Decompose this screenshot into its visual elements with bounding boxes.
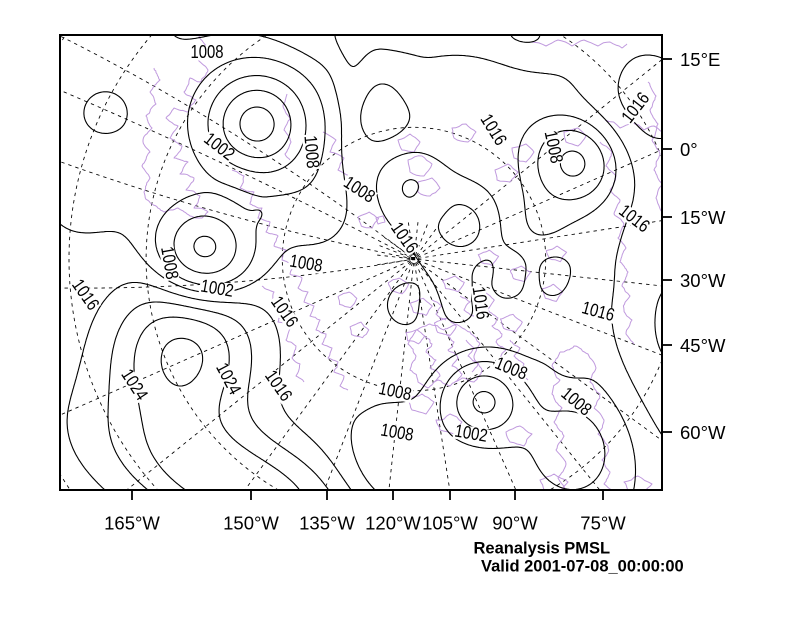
svg-text:105°W: 105°W [422, 513, 478, 534]
svg-text:0°: 0° [680, 139, 698, 160]
svg-text:Reanalysis PMSL: Reanalysis PMSL [474, 540, 611, 558]
svg-text:1008: 1008 [191, 42, 224, 62]
svg-text:30°W: 30°W [680, 270, 726, 291]
svg-text:75°W: 75°W [580, 513, 626, 534]
svg-text:1008: 1008 [300, 135, 323, 170]
svg-text:15°W: 15°W [680, 207, 726, 228]
svg-text:150°W: 150°W [223, 513, 279, 534]
svg-text:120°W: 120°W [365, 513, 421, 534]
svg-text:15°E: 15°E [680, 49, 720, 70]
svg-text:60°W: 60°W [680, 422, 726, 443]
svg-text:90°W: 90°W [492, 513, 538, 534]
svg-text:165°W: 165°W [104, 513, 160, 534]
svg-text:Valid 2001-07-08_00:00:00: Valid 2001-07-08_00:00:00 [481, 558, 684, 576]
svg-text:45°W: 45°W [680, 335, 726, 356]
svg-text:1016: 1016 [469, 285, 493, 320]
svg-text:135°W: 135°W [299, 513, 355, 534]
